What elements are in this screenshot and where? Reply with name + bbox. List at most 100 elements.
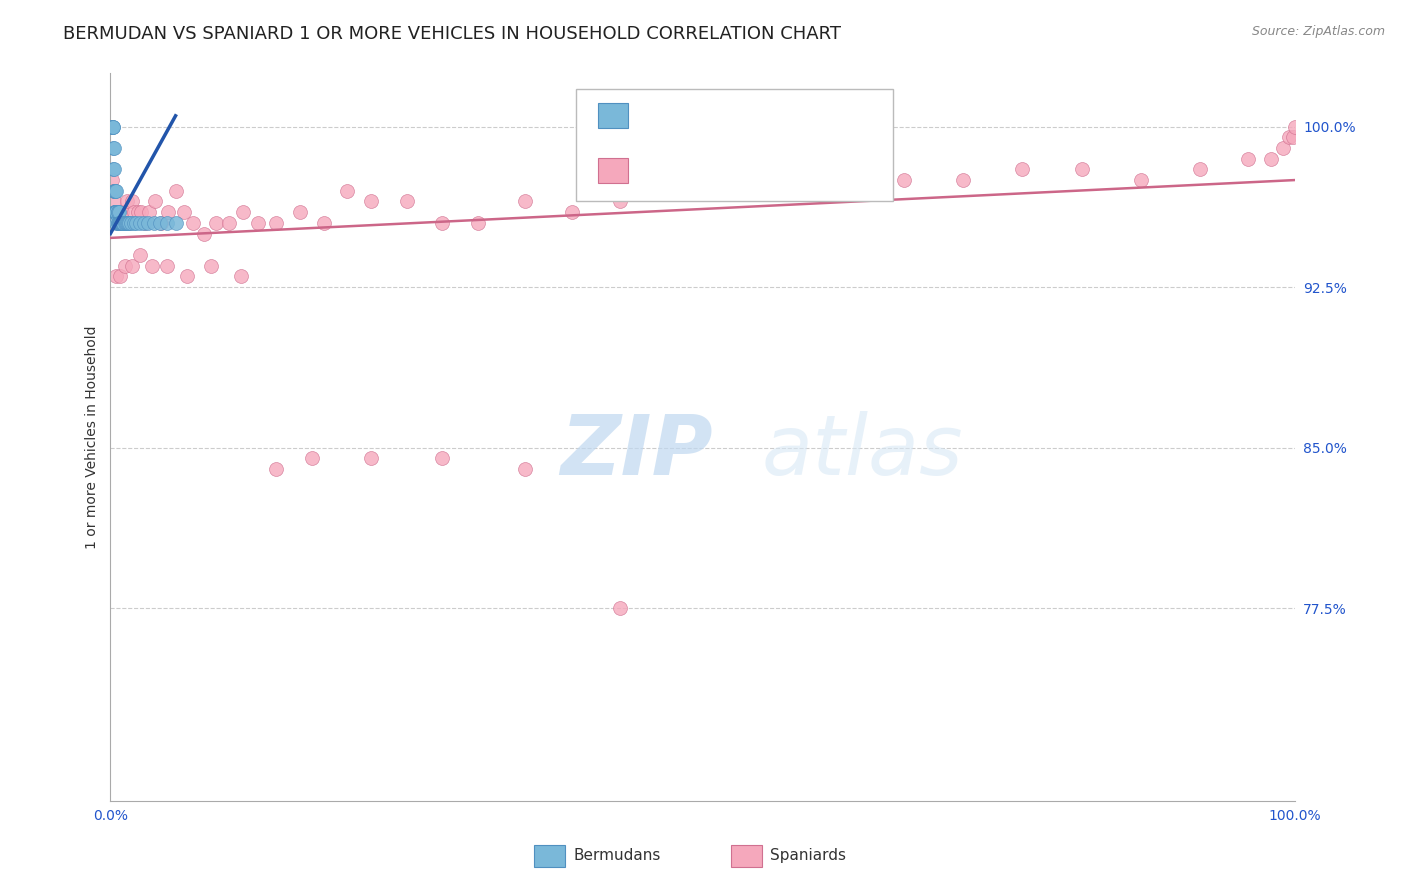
Point <box>336 184 359 198</box>
Point <box>100 120 122 134</box>
Point <box>129 216 152 230</box>
Point <box>112 216 135 230</box>
Point <box>114 216 136 230</box>
Point <box>100 120 122 134</box>
Point <box>101 184 124 198</box>
Point <box>136 216 159 230</box>
Point <box>200 259 222 273</box>
Point <box>247 216 270 230</box>
Point <box>134 216 156 230</box>
Point <box>129 205 152 219</box>
Point <box>430 451 453 466</box>
Point <box>360 451 382 466</box>
Point <box>181 216 204 230</box>
Point <box>467 216 489 230</box>
Point <box>775 173 797 187</box>
Point <box>165 216 187 230</box>
Point <box>149 216 172 230</box>
Point <box>893 173 915 187</box>
Point <box>115 194 138 209</box>
Point <box>288 205 311 219</box>
Point <box>157 205 180 219</box>
Point <box>150 216 173 230</box>
Point <box>143 216 166 230</box>
Point <box>107 216 129 230</box>
Point <box>108 269 131 284</box>
Point <box>100 120 122 134</box>
Point <box>101 141 124 155</box>
Point <box>173 205 195 219</box>
Point <box>100 173 122 187</box>
Text: Spaniards: Spaniards <box>770 848 846 863</box>
Point <box>513 194 536 209</box>
Point <box>114 216 136 230</box>
Text: R = 0.073   N = 75: R = 0.073 N = 75 <box>637 163 793 178</box>
Point <box>1281 130 1303 145</box>
Point <box>103 194 125 209</box>
Point <box>101 162 124 177</box>
Point <box>952 173 974 187</box>
Point <box>118 216 141 230</box>
Point <box>115 216 138 230</box>
Point <box>105 205 128 219</box>
Point <box>1272 141 1295 155</box>
Point <box>129 248 152 262</box>
Point <box>107 205 129 219</box>
Point <box>395 194 418 209</box>
Point <box>105 269 128 284</box>
Point <box>218 216 240 230</box>
Point <box>156 259 179 273</box>
Point <box>107 216 129 230</box>
Point <box>101 120 124 134</box>
Point <box>107 216 129 230</box>
Point <box>165 184 187 198</box>
Point <box>107 216 129 230</box>
Point <box>138 205 160 219</box>
Y-axis label: 1 or more Vehicles in Household: 1 or more Vehicles in Household <box>86 326 100 549</box>
Point <box>141 259 163 273</box>
Point <box>108 216 131 230</box>
Point <box>1129 173 1152 187</box>
Point <box>360 194 382 209</box>
Point <box>103 141 125 155</box>
Point <box>111 205 134 219</box>
Text: Bermudans: Bermudans <box>574 848 661 863</box>
Point <box>111 216 134 230</box>
Point <box>103 205 125 219</box>
Point <box>1236 152 1258 166</box>
Point <box>301 451 323 466</box>
Point <box>110 216 132 230</box>
Point <box>107 205 129 219</box>
Text: Source: ZipAtlas.com: Source: ZipAtlas.com <box>1251 25 1385 38</box>
Point <box>110 205 132 219</box>
Point <box>112 216 135 230</box>
Point <box>264 216 287 230</box>
Point <box>156 216 179 230</box>
Text: ZIP: ZIP <box>561 411 713 492</box>
Point <box>1278 130 1301 145</box>
Point <box>104 205 127 219</box>
Point <box>117 216 139 230</box>
Point <box>101 120 124 134</box>
Point <box>107 205 129 219</box>
Point <box>232 205 254 219</box>
Point <box>104 184 127 198</box>
Point <box>132 216 155 230</box>
Point <box>103 184 125 198</box>
Point <box>609 194 631 209</box>
Point <box>112 216 135 230</box>
Point <box>103 162 125 177</box>
Point <box>114 216 136 230</box>
Point <box>127 205 149 219</box>
Point <box>122 205 145 219</box>
Point <box>229 269 252 284</box>
Point <box>105 205 128 219</box>
Point <box>312 216 335 230</box>
Point <box>609 601 631 615</box>
Point <box>104 205 127 219</box>
Point <box>121 259 143 273</box>
Point <box>107 216 129 230</box>
Point <box>105 184 128 198</box>
Point <box>430 216 453 230</box>
Point <box>121 194 143 209</box>
